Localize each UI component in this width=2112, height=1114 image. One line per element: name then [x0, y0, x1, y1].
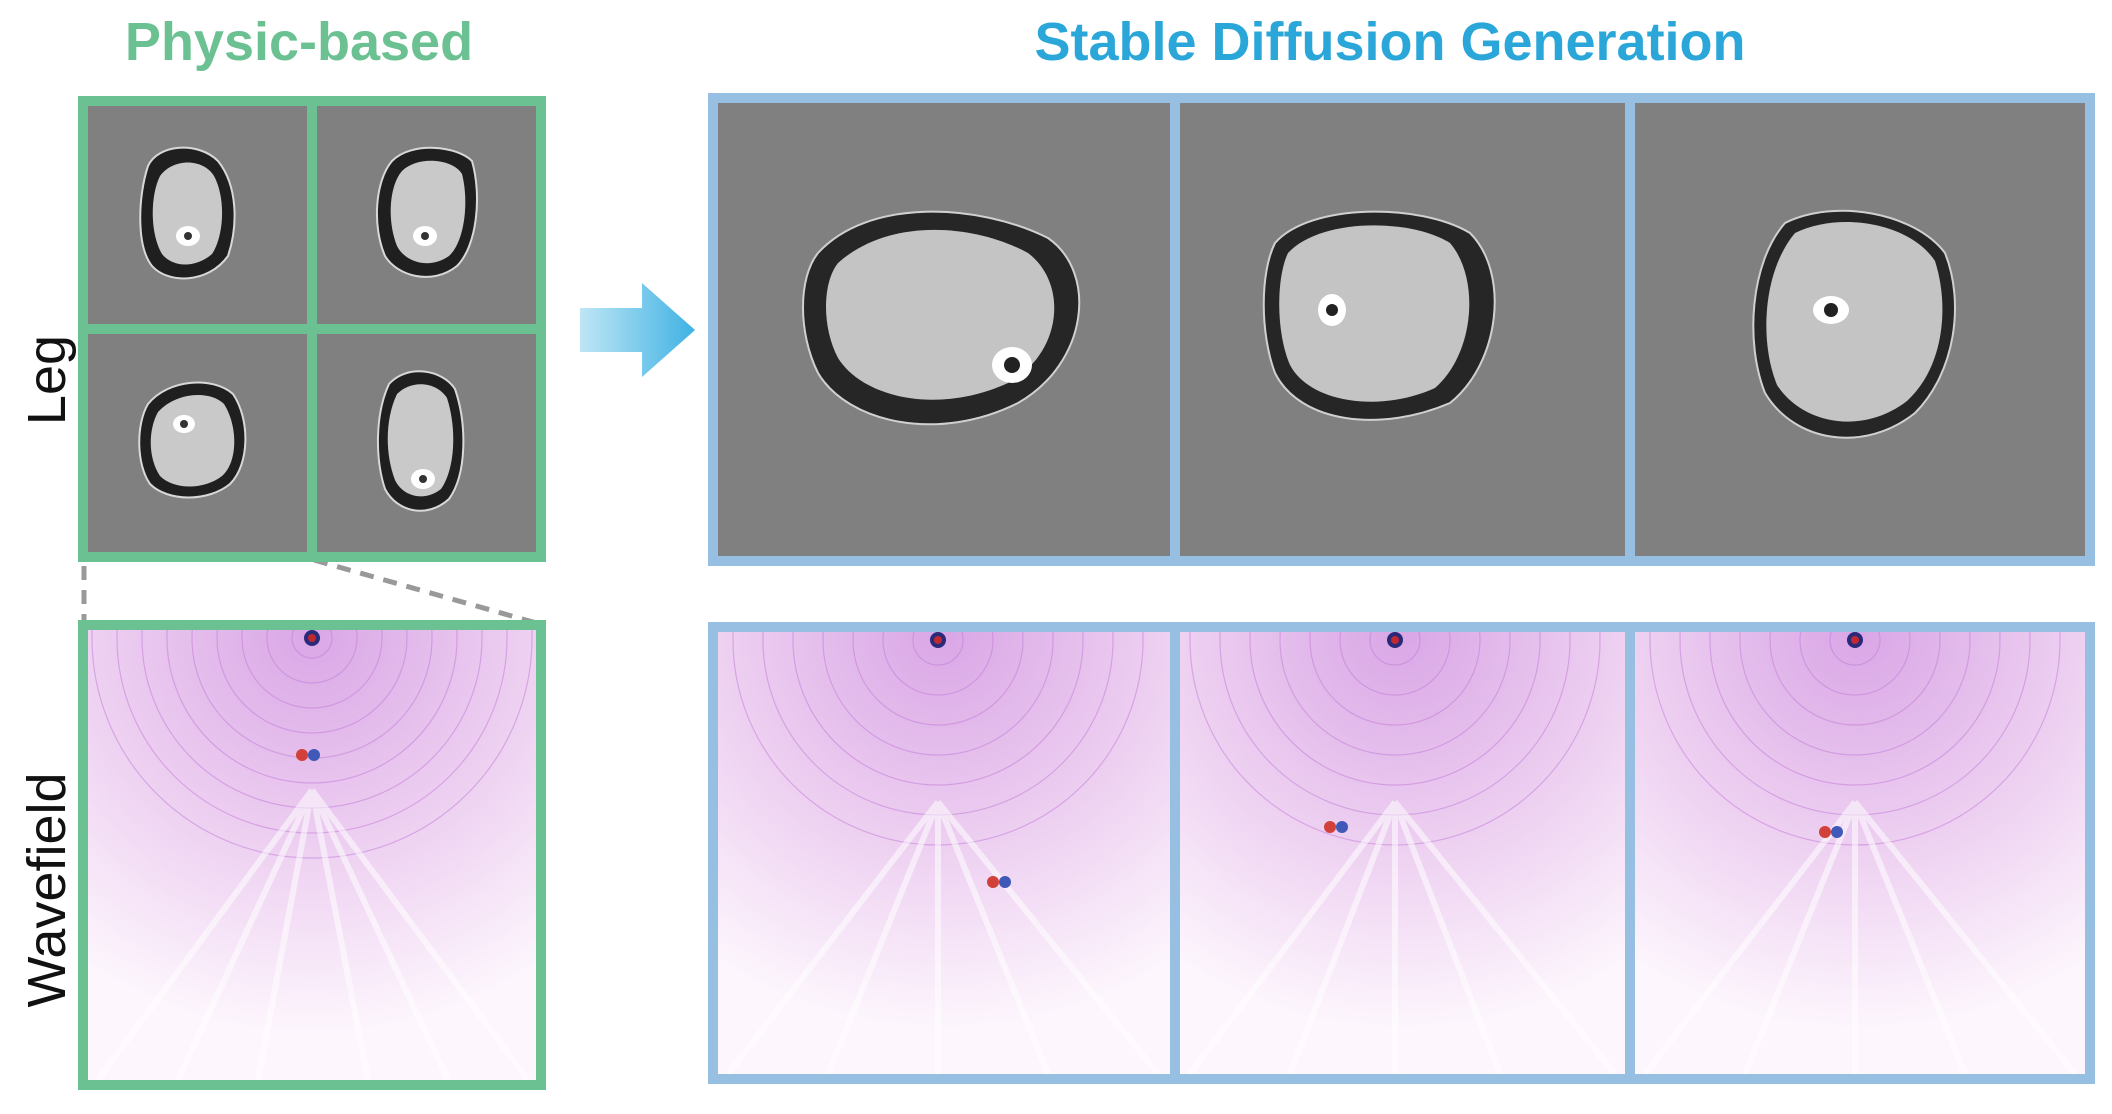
row-label-wavefield: Wavefield	[17, 772, 77, 1008]
sd-wavefield-panel	[708, 622, 2095, 1084]
sd-wavefield-tile-3	[1635, 632, 2085, 1074]
physics-leg-tile-4	[317, 334, 536, 552]
physics-leg-tile-3	[88, 334, 307, 552]
physics-leg-panel	[78, 96, 546, 562]
row-label-leg: Leg	[17, 334, 77, 426]
sd-wavefield-tile-1	[718, 632, 1170, 1074]
physics-wavefield-image	[88, 630, 536, 1080]
stable-diffusion-heading: Stable Diffusion Generation	[1034, 12, 1746, 72]
physics-leg-tile-2	[317, 106, 536, 324]
physics-leg-tile-1	[88, 106, 307, 324]
sd-leg-tile-3	[1635, 103, 2085, 556]
sd-leg-panel	[708, 93, 2095, 566]
sd-leg-tile-2	[1180, 103, 1625, 556]
sd-leg-tile-1	[718, 103, 1170, 556]
physics-based-heading: Physic-based	[124, 12, 474, 72]
right-arrow-icon	[580, 283, 695, 377]
sd-wavefield-tile-2	[1180, 632, 1625, 1074]
physics-wavefield-panel	[78, 620, 546, 1090]
